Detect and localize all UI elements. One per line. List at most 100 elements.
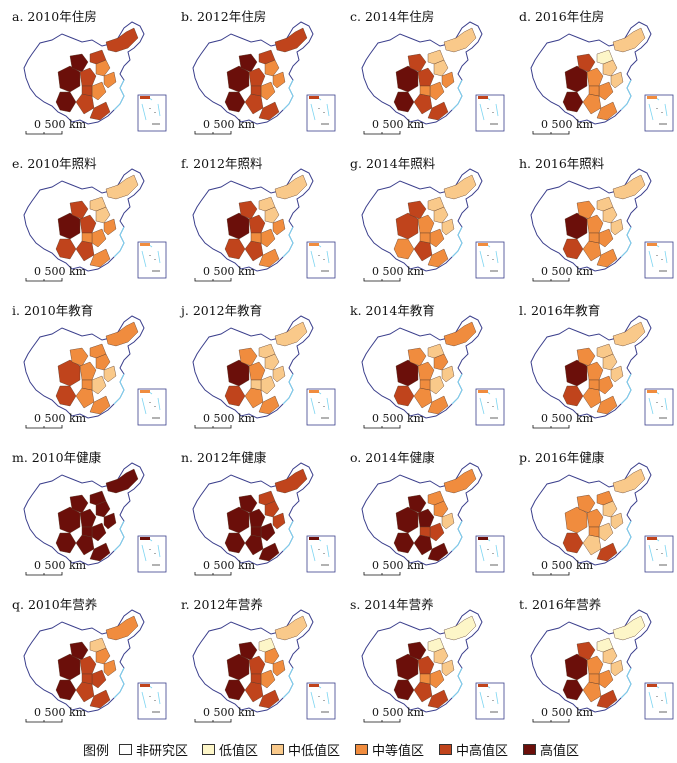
province-region bbox=[612, 27, 646, 53]
panel-title: k. 2014年教育 bbox=[350, 303, 435, 318]
scale-bar bbox=[363, 572, 401, 576]
china-map bbox=[192, 315, 336, 429]
province-region bbox=[89, 490, 107, 506]
province-region bbox=[441, 365, 455, 383]
legend-label: 非研究区 bbox=[136, 744, 189, 759]
coastline bbox=[451, 79, 463, 111]
province-region bbox=[258, 689, 280, 709]
province-region bbox=[407, 347, 427, 367]
china-map bbox=[530, 315, 674, 429]
south-sea-inset bbox=[644, 241, 674, 279]
panel-title: t. 2016年营养 bbox=[519, 597, 602, 612]
map-panel: n. 2012年健康 0 500 km bbox=[169, 441, 338, 588]
scale-bar-label: 0 500 km bbox=[34, 412, 87, 425]
province-region bbox=[564, 506, 588, 534]
south-sea-inset bbox=[137, 388, 167, 426]
map-panel: q. 2010年营养 0 500 km bbox=[0, 588, 169, 735]
province-region bbox=[89, 196, 107, 212]
province-region bbox=[419, 673, 431, 685]
province-region bbox=[407, 494, 427, 514]
province-region bbox=[224, 679, 246, 701]
province-region bbox=[562, 91, 584, 113]
coastline bbox=[113, 667, 125, 699]
china-map bbox=[361, 462, 505, 576]
province-region bbox=[89, 395, 111, 415]
province-region bbox=[427, 49, 445, 65]
scale-bar bbox=[532, 572, 570, 576]
south-sea-inset bbox=[137, 241, 167, 279]
map-grid: a. 2010年住房 0 500 km b. 2012年住房 0 500 km c. 2… bbox=[0, 0, 676, 735]
province-region bbox=[427, 637, 445, 653]
legend-swatch bbox=[202, 744, 215, 755]
province-region bbox=[564, 212, 588, 240]
china-map bbox=[192, 609, 336, 723]
province-region bbox=[272, 512, 286, 530]
scale-bar-label: 0 500 km bbox=[541, 412, 594, 425]
legend-swatch bbox=[439, 744, 452, 755]
coastline bbox=[451, 226, 463, 258]
coastline bbox=[620, 79, 632, 111]
province-region bbox=[413, 93, 433, 115]
province-region bbox=[79, 655, 97, 675]
province-region bbox=[89, 248, 111, 268]
province-region bbox=[55, 385, 77, 407]
province-region bbox=[250, 232, 262, 244]
province-region bbox=[250, 526, 262, 538]
panel-title: h. 2016年照料 bbox=[519, 156, 605, 171]
province-region bbox=[395, 359, 419, 387]
panel-title: d. 2016年住房 bbox=[519, 9, 605, 24]
coastline bbox=[620, 667, 632, 699]
map-panel: j. 2012年教育 0 500 km bbox=[169, 294, 338, 441]
province-region bbox=[564, 653, 588, 681]
province-region bbox=[258, 49, 276, 65]
scale-bar-label: 0 500 km bbox=[203, 559, 256, 572]
scale-bar-label: 0 500 km bbox=[372, 412, 425, 425]
legend-item-low: 低值区 bbox=[202, 740, 258, 759]
province-region bbox=[274, 468, 308, 494]
province-region bbox=[393, 238, 415, 260]
scale-bar-label: 0 500 km bbox=[203, 265, 256, 278]
province-region bbox=[248, 655, 266, 675]
province-region bbox=[226, 359, 250, 387]
province-region bbox=[427, 248, 449, 268]
province-region bbox=[419, 85, 431, 97]
province-region bbox=[443, 27, 477, 53]
south-sea-inset bbox=[644, 682, 674, 720]
province-region bbox=[105, 468, 139, 494]
province-region bbox=[248, 361, 266, 381]
legend-label: 中等值区 bbox=[372, 744, 425, 759]
scale-bar bbox=[25, 719, 63, 723]
province-region bbox=[75, 240, 95, 262]
province-region bbox=[407, 200, 427, 220]
scale-bar bbox=[363, 425, 401, 429]
scale-bar bbox=[25, 278, 63, 282]
province-region bbox=[588, 379, 600, 391]
scale-bar bbox=[363, 131, 401, 135]
map-panel: o. 2014年健康 0 500 km bbox=[338, 441, 507, 588]
panel-title: c. 2014年住房 bbox=[350, 9, 435, 24]
province-region bbox=[417, 655, 435, 675]
map-panel: k. 2014年教育 0 500 km bbox=[338, 294, 507, 441]
map-panel: d. 2016年住房 0 500 km bbox=[507, 0, 676, 147]
coastline bbox=[282, 226, 294, 258]
coastline bbox=[620, 520, 632, 552]
province-region bbox=[441, 512, 455, 530]
province-region bbox=[89, 637, 107, 653]
province-region bbox=[105, 174, 139, 200]
scale-bar-label: 0 500 km bbox=[203, 706, 256, 719]
province-region bbox=[57, 653, 81, 681]
province-region bbox=[55, 532, 77, 554]
province-region bbox=[586, 67, 604, 87]
province-region bbox=[224, 532, 246, 554]
coastline bbox=[282, 373, 294, 405]
map-panel: r. 2012年营养 0 500 km bbox=[169, 588, 338, 735]
panel-title: q. 2010年营养 bbox=[12, 597, 98, 612]
province-region bbox=[407, 53, 427, 73]
province-region bbox=[612, 174, 646, 200]
coastline bbox=[451, 520, 463, 552]
province-region bbox=[443, 615, 477, 641]
province-region bbox=[393, 679, 415, 701]
panel-title: r. 2012年营养 bbox=[181, 597, 263, 612]
province-region bbox=[105, 321, 139, 347]
province-region bbox=[441, 71, 455, 89]
